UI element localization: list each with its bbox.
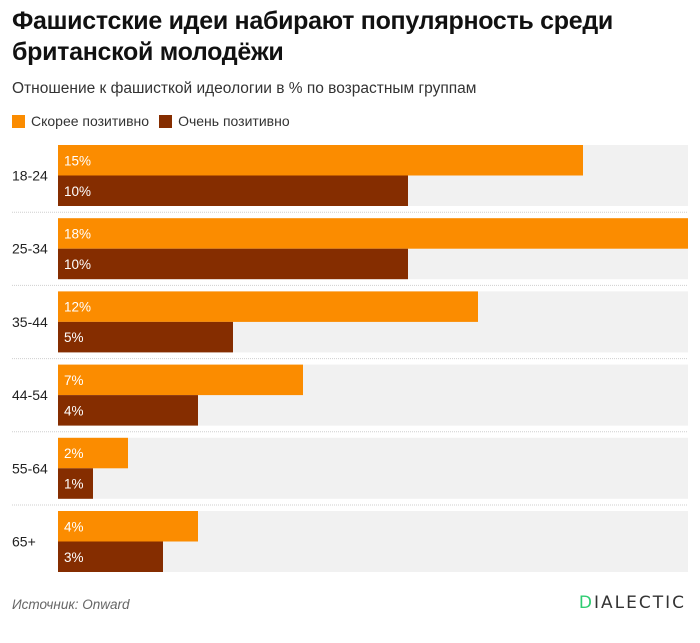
bar-very-positive (58, 321, 233, 353)
bar-rather-positive (58, 364, 303, 396)
bar-chart: 18-24 15% 10% 25-34 18% 10% 35-44 12% 5% 44-54 7% 4… (12, 145, 688, 572)
category-label: 55-64 (12, 460, 48, 476)
bar-very-positive (58, 175, 408, 206)
brand-logo-accent: D (578, 593, 594, 613)
category-label: 35-44 (12, 314, 48, 330)
chart-title: Фашистские идеи набирают популярность ср… (12, 7, 613, 66)
data-label: 1% (64, 477, 84, 492)
legend-swatch-rather-positive (12, 114, 25, 128)
data-label: 10% (64, 184, 91, 199)
bar-rather-positive (58, 291, 478, 322)
data-label: 15% (64, 153, 91, 168)
legend-label: Скорее позитивно (31, 113, 150, 129)
category-label: 44-54 (12, 387, 48, 403)
bar-rather-positive (58, 511, 198, 542)
data-label: 7% (64, 373, 84, 388)
legend-item-rather-positive: Скорее позитивно (12, 113, 149, 129)
bar-very-positive (58, 468, 93, 499)
category-label: 65+ (12, 534, 36, 550)
bar-very-positive (58, 248, 408, 280)
bar-very-positive (58, 395, 198, 426)
legend-swatch-very-positive (159, 114, 173, 128)
data-label: 3% (64, 550, 84, 565)
data-label: 4% (64, 403, 84, 418)
legend-item-very-positive: Очень позитивно (159, 113, 290, 129)
data-label: 10% (64, 257, 91, 272)
category-label: 25-34 (12, 241, 48, 257)
source-note: Источник: Onward (12, 597, 130, 612)
bar-track (58, 437, 688, 499)
bar-rather-positive (58, 145, 583, 176)
data-label: 5% (64, 330, 84, 345)
bar-very-positive (58, 541, 163, 572)
brand-logo-text: IALECTIC (594, 593, 686, 613)
data-label: 4% (64, 519, 84, 534)
brand-logo: DIALECTIC (579, 593, 686, 613)
data-label: 18% (64, 226, 91, 241)
category-label: 18-24 (12, 168, 48, 184)
chart-subtitle: Отношение к фашисткой идеологии в % по в… (12, 80, 477, 97)
bar-rather-positive (58, 437, 128, 469)
data-label: 12% (64, 300, 91, 315)
bar-rather-positive (58, 218, 688, 249)
data-label: 2% (64, 446, 84, 461)
legend-label: Очень позитивно (178, 113, 290, 129)
legend: Скорее позитивно Очень позитивно (12, 113, 300, 129)
